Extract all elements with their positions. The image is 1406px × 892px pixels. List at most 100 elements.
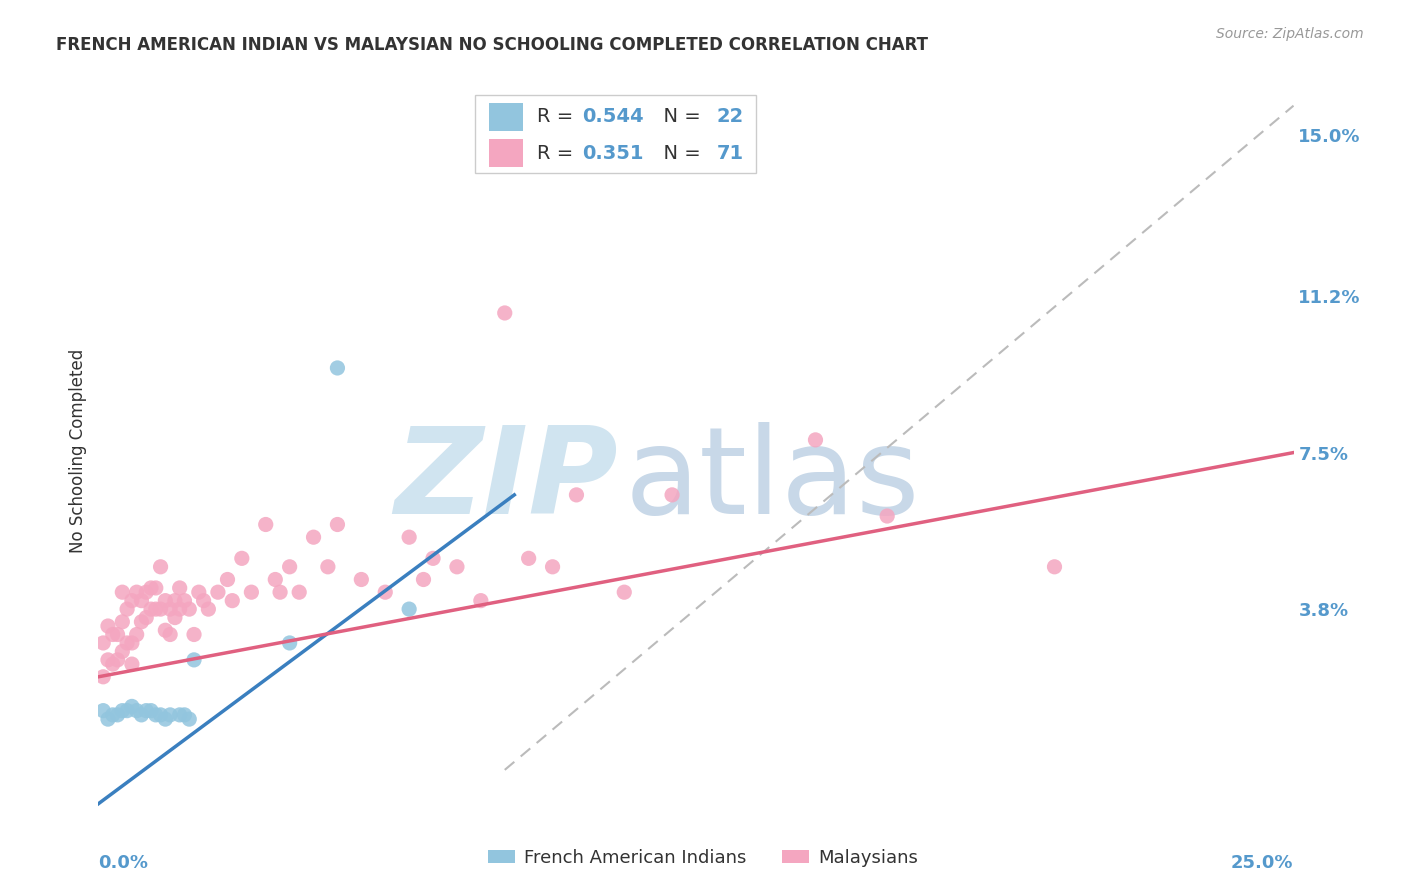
Point xyxy=(183,653,205,667)
Point xyxy=(374,585,396,599)
Point xyxy=(470,593,492,607)
Point xyxy=(149,559,172,574)
Point xyxy=(412,573,434,587)
Point xyxy=(91,636,114,650)
Point xyxy=(1043,559,1066,574)
Point xyxy=(159,602,181,616)
Point xyxy=(183,627,205,641)
Point xyxy=(422,551,444,566)
Point xyxy=(254,517,277,532)
Point xyxy=(91,670,114,684)
Point xyxy=(565,488,588,502)
Point xyxy=(101,657,124,672)
Point xyxy=(494,306,516,320)
Text: 71: 71 xyxy=(716,144,744,163)
Point xyxy=(135,704,157,718)
Point xyxy=(264,573,287,587)
Point xyxy=(187,585,209,599)
Point xyxy=(316,559,339,574)
Point xyxy=(121,636,143,650)
Point xyxy=(125,704,148,718)
FancyBboxPatch shape xyxy=(489,103,523,131)
Point xyxy=(302,530,325,544)
Point xyxy=(163,610,186,624)
Point xyxy=(125,627,148,641)
Text: R =: R = xyxy=(537,107,579,127)
Point xyxy=(145,581,167,595)
Point xyxy=(288,585,311,599)
Text: R =: R = xyxy=(537,144,579,163)
Point xyxy=(876,509,898,524)
Point xyxy=(159,627,181,641)
Point xyxy=(541,559,564,574)
Text: N =: N = xyxy=(651,144,707,163)
Point xyxy=(115,636,138,650)
Text: 0.351: 0.351 xyxy=(582,144,644,163)
FancyBboxPatch shape xyxy=(475,95,756,173)
Point xyxy=(139,602,162,616)
Point xyxy=(111,644,134,658)
Point xyxy=(169,707,191,722)
Point xyxy=(163,593,186,607)
Text: Source: ZipAtlas.com: Source: ZipAtlas.com xyxy=(1216,27,1364,41)
Y-axis label: No Schooling Completed: No Schooling Completed xyxy=(69,349,87,552)
Point xyxy=(131,707,153,722)
Point xyxy=(179,712,201,726)
Point xyxy=(139,704,162,718)
Point xyxy=(169,581,191,595)
Text: 0.544: 0.544 xyxy=(582,107,644,127)
Point xyxy=(121,657,143,672)
Text: ZIP: ZIP xyxy=(395,422,619,539)
Point xyxy=(231,551,253,566)
Point xyxy=(111,704,134,718)
Point xyxy=(446,559,468,574)
Text: FRENCH AMERICAN INDIAN VS MALAYSIAN NO SCHOOLING COMPLETED CORRELATION CHART: FRENCH AMERICAN INDIAN VS MALAYSIAN NO S… xyxy=(56,36,928,54)
Point xyxy=(804,433,827,447)
Point xyxy=(131,615,153,629)
Point xyxy=(326,517,349,532)
Point xyxy=(97,653,120,667)
FancyBboxPatch shape xyxy=(489,139,523,168)
Point xyxy=(101,707,124,722)
Text: N =: N = xyxy=(651,107,707,127)
Point xyxy=(155,712,177,726)
Point xyxy=(159,707,181,722)
Text: 25.0%: 25.0% xyxy=(1232,855,1294,872)
Point xyxy=(278,559,301,574)
Point xyxy=(217,573,239,587)
Point xyxy=(101,627,124,641)
Point xyxy=(121,699,143,714)
Point xyxy=(155,624,177,638)
Point xyxy=(97,619,120,633)
Text: 0.0%: 0.0% xyxy=(98,855,149,872)
Point xyxy=(145,707,167,722)
Point xyxy=(97,712,120,726)
Point xyxy=(169,602,191,616)
Point xyxy=(149,602,172,616)
Legend: French American Indians, Malaysians: French American Indians, Malaysians xyxy=(481,842,925,874)
Point xyxy=(135,610,157,624)
Point xyxy=(613,585,636,599)
Point xyxy=(661,488,683,502)
Point xyxy=(326,361,349,376)
Point xyxy=(145,602,167,616)
Point xyxy=(269,585,291,599)
Point xyxy=(111,615,134,629)
Point xyxy=(350,573,373,587)
Point xyxy=(131,593,153,607)
Point xyxy=(125,585,148,599)
Point xyxy=(207,585,229,599)
Point xyxy=(135,585,157,599)
Point xyxy=(173,707,195,722)
Point xyxy=(91,704,114,718)
Point xyxy=(115,704,138,718)
Point xyxy=(240,585,263,599)
Point xyxy=(517,551,540,566)
Point xyxy=(139,581,162,595)
Point xyxy=(179,602,201,616)
Point xyxy=(107,707,129,722)
Point xyxy=(193,593,215,607)
Text: 22: 22 xyxy=(716,107,744,127)
Point xyxy=(173,593,195,607)
Point xyxy=(115,602,138,616)
